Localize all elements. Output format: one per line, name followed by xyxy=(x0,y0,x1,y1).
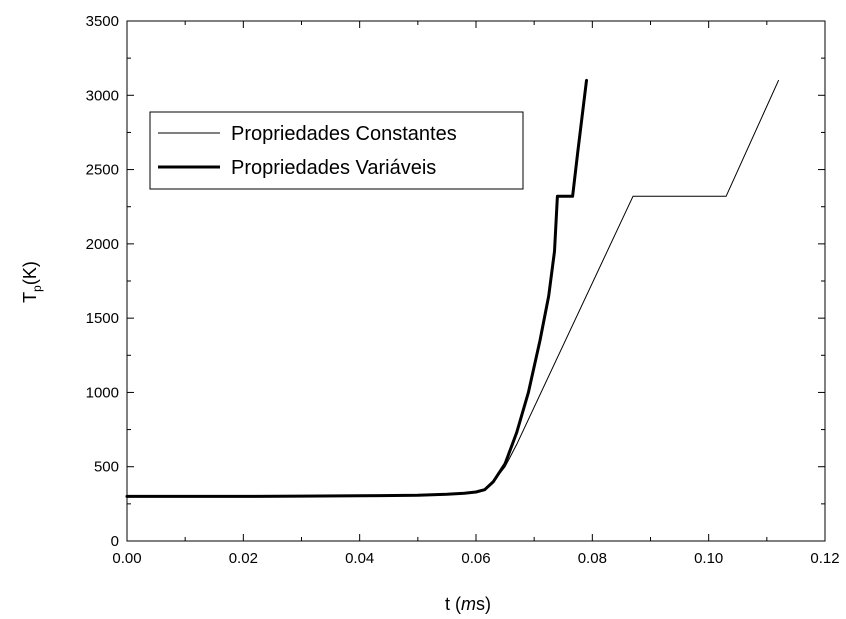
x-axis-title: t (ms) xyxy=(445,594,491,614)
y-tick-label: 0 xyxy=(111,533,119,550)
y-tick-label: 3500 xyxy=(86,13,119,30)
axes: 0.00 0.02 0.04 0.06 0.08 0.10 0.12 0 500 1000 1500… xyxy=(86,13,840,567)
plot-frame xyxy=(126,20,826,542)
x-axis-title-italic: m xyxy=(461,594,476,614)
series-layer xyxy=(125,78,779,498)
y-tick-label: 1500 xyxy=(86,310,119,327)
legend-label-series-1: Propriedades Constantes xyxy=(231,123,457,145)
x-tick-label: 0.10 xyxy=(694,550,723,567)
y-axis-title: Tp(K) xyxy=(20,261,44,303)
x-tick-label: 0.08 xyxy=(578,550,607,567)
y-tick-label: 2500 xyxy=(86,162,119,179)
legend-box xyxy=(149,111,524,190)
y-axis-title-sub: p xyxy=(30,285,44,292)
y-axis-title-main: T xyxy=(20,292,40,303)
x-tick-label: 0.00 xyxy=(112,550,141,567)
x-tick-label: 0.12 xyxy=(810,550,839,567)
legend: Propriedades Constantes Propriedades Var… xyxy=(149,111,524,190)
y-tick-label: 500 xyxy=(94,459,119,476)
y-tick-label: 3000 xyxy=(86,87,119,104)
y-tick-label: 2000 xyxy=(86,236,119,253)
x-tick-label: 0.04 xyxy=(345,550,374,567)
y-axis-title-suffix: (K) xyxy=(20,261,40,285)
series-line-2 xyxy=(125,78,588,498)
x-tick-label: 0.06 xyxy=(461,550,490,567)
x-axis-title-suffix: s) xyxy=(476,594,491,614)
legend-label-series-2: Propriedades Variáveis xyxy=(231,157,436,179)
y-tick-label: 1000 xyxy=(86,384,119,401)
x-tick-label: 0.02 xyxy=(229,550,258,567)
x-axis-title-prefix: t ( xyxy=(445,594,461,614)
